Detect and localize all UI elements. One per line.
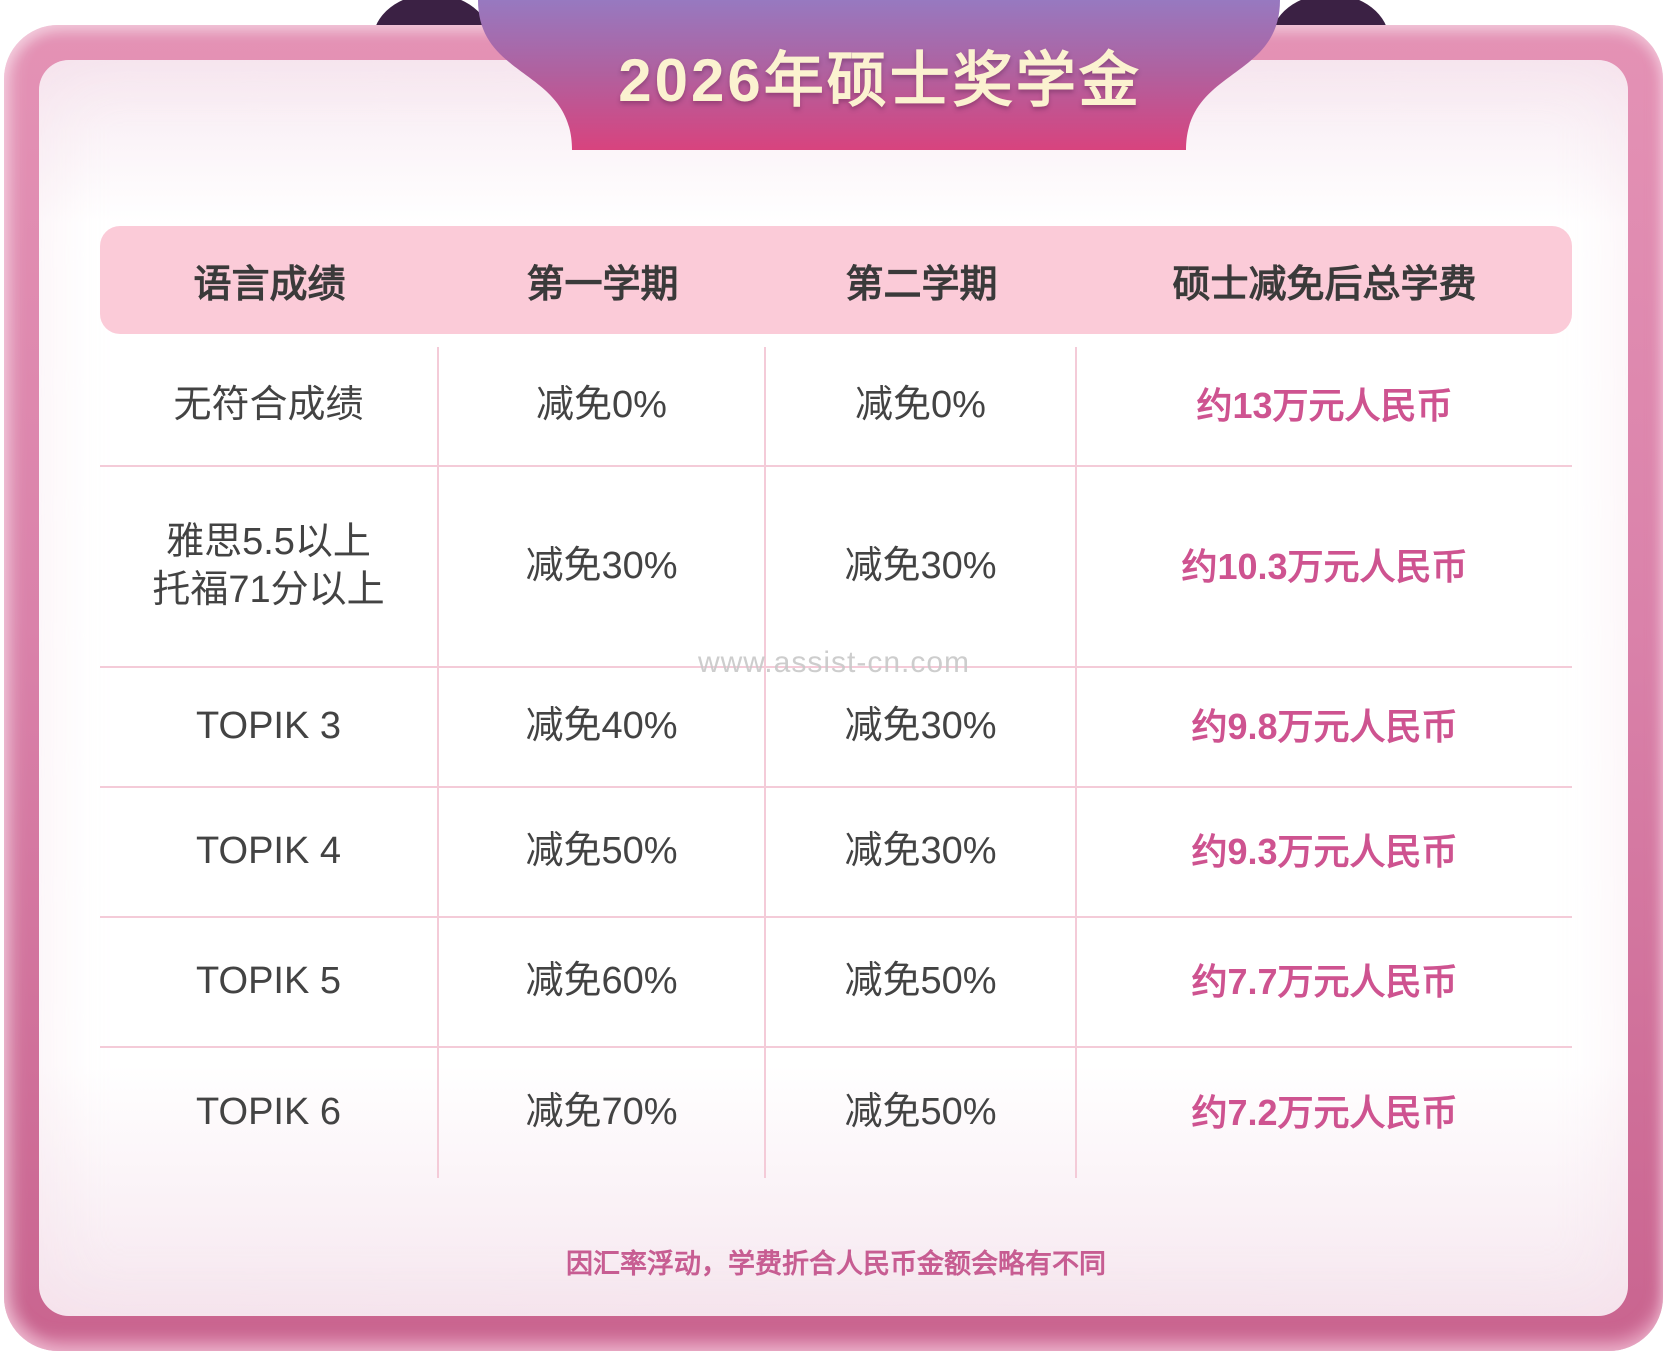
cell-total-tuition: 约10.3万元人民币 <box>1181 545 1468 587</box>
cell-semester-2: 减免0% <box>766 347 1077 465</box>
cell-semester-1: 减免50% <box>439 788 766 916</box>
cell-text: 雅思5.5以上 <box>166 520 371 563</box>
cell-text: 无符合成绩 <box>173 384 364 427</box>
column-header-language-score: 语言成绩 <box>193 263 346 306</box>
cell-text: TOPIK 3 <box>195 705 342 748</box>
cell-text: TOPIK 6 <box>195 1091 342 1134</box>
table-row: 无符合成绩 减免0% 减免0% 约13万元人民币 <box>100 347 1572 467</box>
cell-total-tuition: 约13万元人民币 <box>1196 385 1453 427</box>
cell-semester-1: 减免40% <box>439 668 766 786</box>
column-header-semester-1: 第一学期 <box>526 263 679 306</box>
exchange-rate-footnote: 因汇率浮动，学费折合人民币金额会略有不同 <box>566 1249 1106 1279</box>
table-row: TOPIK 3 减免40% 减免30% 约9.8万元人民币 <box>100 668 1572 788</box>
table-row: TOPIK 4 减免50% 减免30% 约9.3万元人民币 <box>100 788 1572 918</box>
cell-language-score: 无符合成绩 <box>100 347 439 465</box>
column-header-total-tuition: 硕士减免后总学费 <box>1172 263 1477 306</box>
table-row: TOPIK 5 减免60% 减免50% 约7.7万元人民币 <box>100 918 1572 1048</box>
table-row: TOPIK 6 减免70% 减免50% 约7.2万元人民币 <box>100 1048 1572 1178</box>
cell-text-line2: 托福71分以上 <box>152 568 385 611</box>
cell-semester-2: 减免30% <box>766 668 1077 786</box>
cell-semester-2: 减免30% <box>766 467 1077 666</box>
cell-language-score: TOPIK 3 <box>100 668 439 786</box>
poster-frame: 语言成绩 第一学期 第二学期 硕士减免后总学费 无符合成绩 减免0% 减免0% … <box>4 25 1663 1351</box>
cell-total-tuition: 约7.7万元人民币 <box>1191 961 1458 1003</box>
cell-total-tuition: 约7.2万元人民币 <box>1191 1092 1458 1134</box>
cell-language-score: 雅思5.5以上 托福71分以上 <box>100 467 439 666</box>
table-row: 雅思5.5以上 托福71分以上 减免30% 减免30% 约10.3万元人民币 <box>100 467 1572 668</box>
cell-semester-2: 减免50% <box>766 918 1077 1046</box>
scholarship-table: 语言成绩 第一学期 第二学期 硕士减免后总学费 无符合成绩 减免0% 减免0% … <box>100 226 1572 1178</box>
ribbon-banner <box>478 0 1280 150</box>
cell-total-tuition: 约9.3万元人民币 <box>1191 831 1458 873</box>
cell-semester-1: 减免70% <box>439 1048 766 1178</box>
cell-language-score: TOPIK 4 <box>100 788 439 916</box>
table-header-row: 语言成绩 第一学期 第二学期 硕士减免后总学费 <box>100 226 1572 334</box>
cell-semester-1: 减免30% <box>439 467 766 666</box>
cell-text: TOPIK 4 <box>195 830 342 873</box>
cell-semester-1: 减免0% <box>439 347 766 465</box>
cell-total-tuition: 约9.8万元人民币 <box>1191 706 1458 748</box>
watermark-text: www.assist-cn.com <box>697 646 971 679</box>
column-header-semester-2: 第二学期 <box>845 263 998 306</box>
poster-title: 2026年硕士奖学金 <box>618 46 1142 114</box>
cell-language-score: TOPIK 5 <box>100 918 439 1046</box>
cell-text: TOPIK 5 <box>195 960 342 1003</box>
cell-language-score: TOPIK 6 <box>100 1048 439 1178</box>
cell-semester-1: 减免60% <box>439 918 766 1046</box>
cell-semester-2: 减免30% <box>766 788 1077 916</box>
content-card: 语言成绩 第一学期 第二学期 硕士减免后总学费 无符合成绩 减免0% 减免0% … <box>39 60 1628 1316</box>
table-body: 无符合成绩 减免0% 减免0% 约13万元人民币 雅思5.5以上 托福71分以上… <box>100 347 1572 1178</box>
cell-semester-2: 减免50% <box>766 1048 1077 1178</box>
